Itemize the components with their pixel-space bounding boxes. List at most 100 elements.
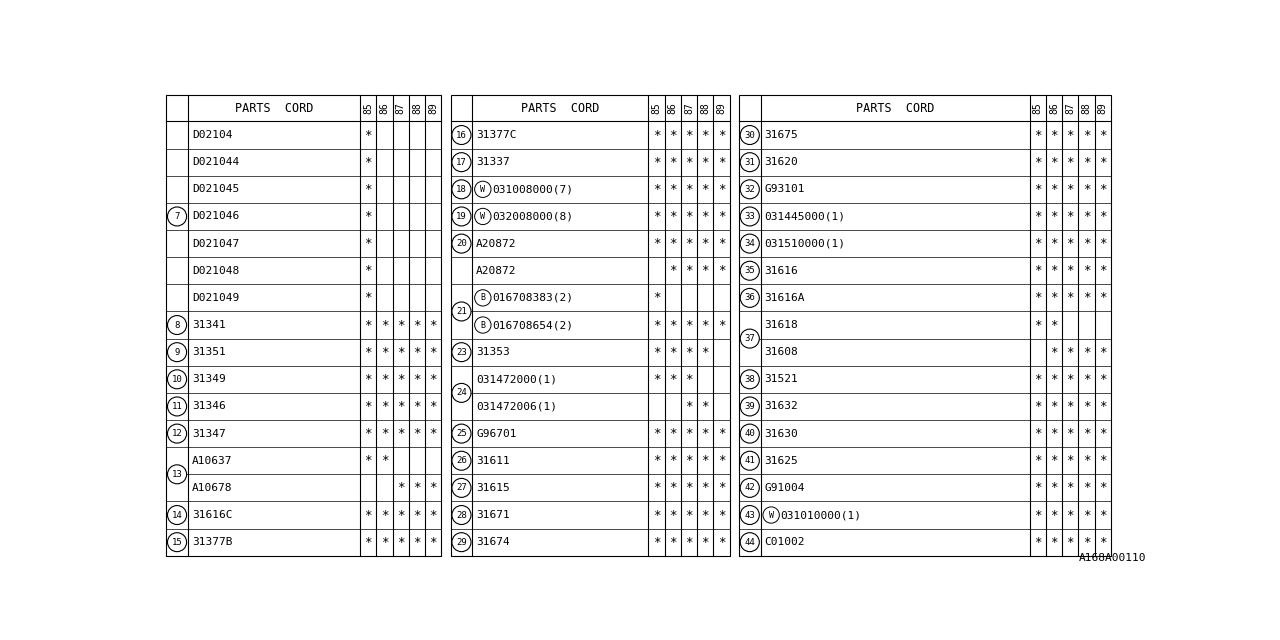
Text: *: * <box>1083 291 1091 305</box>
Circle shape <box>740 370 759 389</box>
Text: 031472006(1): 031472006(1) <box>476 401 557 412</box>
Text: *: * <box>669 129 676 141</box>
Circle shape <box>740 207 759 226</box>
Circle shape <box>452 478 471 497</box>
Text: 85: 85 <box>364 102 372 115</box>
Text: 31616A: 31616A <box>764 293 805 303</box>
Text: *: * <box>718 454 726 467</box>
Text: 86: 86 <box>379 102 389 115</box>
Text: 41: 41 <box>745 456 755 465</box>
Circle shape <box>168 532 187 552</box>
Text: *: * <box>380 509 388 522</box>
Circle shape <box>452 383 471 403</box>
Text: *: * <box>365 183 371 196</box>
Text: *: * <box>1034 183 1042 196</box>
Text: *: * <box>685 481 692 494</box>
Text: *: * <box>397 481 404 494</box>
Text: *: * <box>1083 210 1091 223</box>
Text: *: * <box>1050 264 1057 277</box>
Text: *: * <box>1034 509 1042 522</box>
Text: 21: 21 <box>456 307 467 316</box>
Circle shape <box>452 234 471 253</box>
Circle shape <box>740 125 759 145</box>
Text: 016708383(2): 016708383(2) <box>492 293 573 303</box>
Text: *: * <box>653 183 660 196</box>
Text: *: * <box>1034 400 1042 413</box>
Text: 31349: 31349 <box>192 374 225 384</box>
Text: A20872: A20872 <box>476 239 517 248</box>
Text: *: * <box>685 373 692 386</box>
Text: 32: 32 <box>745 185 755 194</box>
Bar <box>739 95 1111 556</box>
Text: 31630: 31630 <box>764 429 799 438</box>
Text: *: * <box>1066 427 1074 440</box>
Text: *: * <box>718 183 726 196</box>
Text: 031445000(1): 031445000(1) <box>764 211 846 221</box>
Circle shape <box>452 207 471 226</box>
Text: *: * <box>685 129 692 141</box>
Text: *: * <box>413 427 421 440</box>
Text: D021046: D021046 <box>192 211 239 221</box>
Circle shape <box>168 316 187 335</box>
Circle shape <box>452 153 471 172</box>
Text: *: * <box>365 291 371 305</box>
Text: *: * <box>1034 481 1042 494</box>
Text: *: * <box>669 183 676 196</box>
Text: 032008000(8): 032008000(8) <box>492 211 573 221</box>
Text: D021048: D021048 <box>192 266 239 276</box>
Text: *: * <box>718 536 726 548</box>
Text: *: * <box>429 481 436 494</box>
Text: *: * <box>365 427 371 440</box>
Text: *: * <box>1083 373 1091 386</box>
Text: D021045: D021045 <box>192 184 239 195</box>
Text: *: * <box>653 427 660 440</box>
Text: *: * <box>413 481 421 494</box>
Text: *: * <box>365 156 371 169</box>
Text: *: * <box>429 536 436 548</box>
Text: *: * <box>685 427 692 440</box>
Text: 87: 87 <box>1065 102 1075 115</box>
Text: *: * <box>1050 536 1057 548</box>
Text: 89: 89 <box>1098 102 1107 115</box>
Circle shape <box>452 532 471 552</box>
Text: 16: 16 <box>456 131 467 140</box>
Text: *: * <box>1083 346 1091 358</box>
Text: *: * <box>685 536 692 548</box>
Text: 24: 24 <box>456 388 467 397</box>
Text: D021049: D021049 <box>192 293 239 303</box>
Text: *: * <box>380 319 388 332</box>
Circle shape <box>740 289 759 307</box>
Text: *: * <box>365 454 371 467</box>
Text: B: B <box>480 293 485 302</box>
Text: *: * <box>701 129 709 141</box>
Text: *: * <box>365 237 371 250</box>
Text: *: * <box>653 319 660 332</box>
Text: *: * <box>669 454 676 467</box>
Text: 25: 25 <box>456 429 467 438</box>
Circle shape <box>475 181 492 198</box>
Text: *: * <box>1066 400 1074 413</box>
Text: *: * <box>1066 291 1074 305</box>
Text: *: * <box>718 264 726 277</box>
Text: 10: 10 <box>172 375 183 384</box>
Text: *: * <box>685 509 692 522</box>
Text: *: * <box>701 509 709 522</box>
Text: *: * <box>1050 183 1057 196</box>
Text: 37: 37 <box>745 334 755 343</box>
Text: *: * <box>669 156 676 169</box>
Text: 31353: 31353 <box>476 347 509 357</box>
Text: *: * <box>701 237 709 250</box>
Text: *: * <box>429 427 436 440</box>
Text: 35: 35 <box>745 266 755 275</box>
Text: *: * <box>669 427 676 440</box>
Text: *: * <box>685 319 692 332</box>
Text: 88: 88 <box>412 102 422 115</box>
Text: 85: 85 <box>652 102 662 115</box>
Text: *: * <box>1100 183 1106 196</box>
Circle shape <box>475 208 492 225</box>
Text: *: * <box>701 536 709 548</box>
Text: 31377C: 31377C <box>476 130 517 140</box>
Text: *: * <box>1100 536 1106 548</box>
Text: 016708654(2): 016708654(2) <box>492 320 573 330</box>
Circle shape <box>452 342 471 362</box>
